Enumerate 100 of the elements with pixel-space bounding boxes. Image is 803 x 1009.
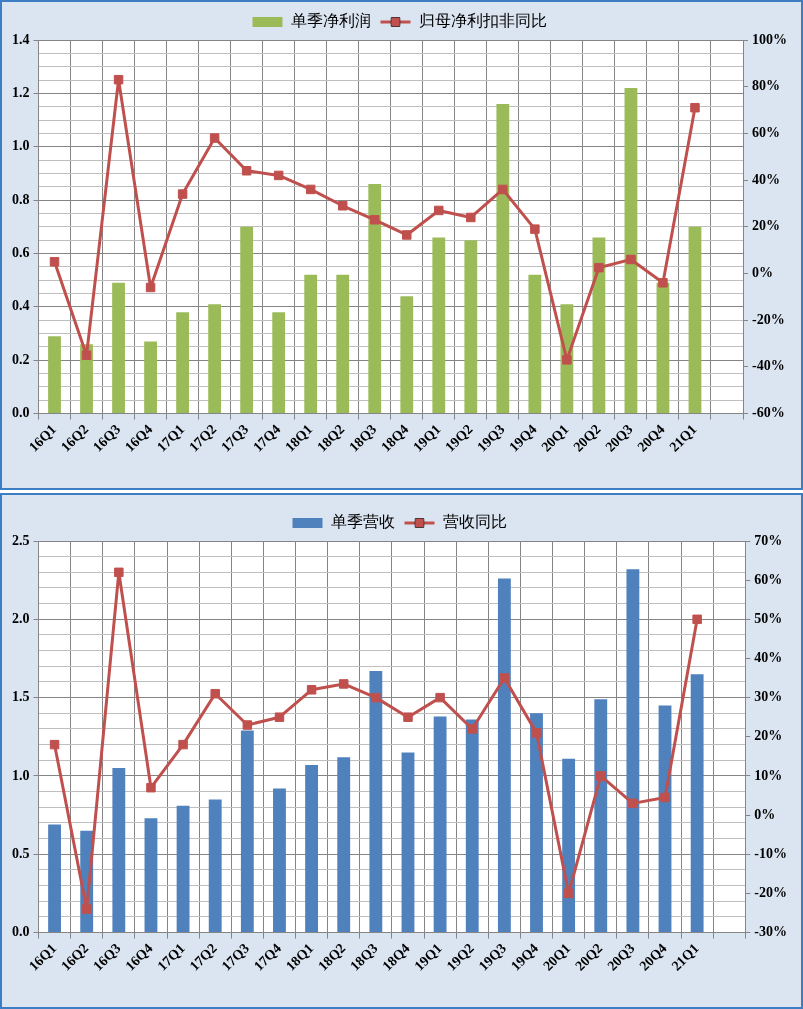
y-tick-label: 1.5 bbox=[12, 689, 30, 705]
y-tick-label: 0.4 bbox=[12, 298, 30, 314]
bar bbox=[337, 757, 351, 933]
point bbox=[531, 728, 542, 738]
bar bbox=[272, 312, 286, 414]
point bbox=[81, 904, 92, 914]
y2-tick-label: 60% bbox=[754, 571, 783, 587]
y2-tick-label: -40% bbox=[752, 358, 785, 374]
bar bbox=[530, 713, 543, 933]
y2-tick-label: 20% bbox=[754, 728, 783, 744]
y-tick-label: 0.2 bbox=[12, 351, 30, 367]
point bbox=[49, 739, 60, 750]
bar bbox=[176, 312, 190, 414]
bar bbox=[400, 296, 414, 414]
y2-tick-label: 80% bbox=[752, 78, 780, 94]
point bbox=[113, 74, 124, 85]
point bbox=[434, 205, 444, 216]
y2-tick-label: -20% bbox=[752, 311, 785, 327]
bar bbox=[432, 237, 446, 414]
y-tick-label: 0.0 bbox=[12, 924, 30, 940]
y-tick-label: 0.6 bbox=[12, 245, 30, 261]
bar bbox=[690, 674, 704, 933]
point bbox=[467, 724, 477, 734]
point bbox=[146, 782, 156, 793]
point bbox=[403, 712, 413, 722]
y2-tick-label: 0% bbox=[752, 265, 773, 281]
bar bbox=[208, 304, 222, 414]
point bbox=[596, 771, 606, 781]
point bbox=[306, 685, 317, 695]
y2-tick-label: 60% bbox=[752, 125, 780, 140]
point bbox=[466, 212, 476, 223]
bar bbox=[401, 752, 415, 933]
bar bbox=[496, 104, 510, 414]
bar bbox=[594, 699, 608, 933]
y2-tick-label: 30% bbox=[754, 689, 783, 705]
bar bbox=[592, 237, 606, 414]
bar bbox=[112, 768, 126, 933]
bar bbox=[464, 240, 478, 414]
point bbox=[498, 184, 508, 195]
y2-tick-label: 0% bbox=[754, 806, 776, 822]
y-tick-label: 1.4 bbox=[12, 31, 30, 47]
point bbox=[241, 166, 252, 176]
y2-tick-label: 20% bbox=[752, 218, 780, 234]
bar bbox=[48, 336, 61, 414]
bar bbox=[626, 569, 640, 933]
legend-label: 营收同比 bbox=[442, 512, 507, 532]
y2-tick-label: -30% bbox=[754, 924, 788, 940]
point bbox=[660, 792, 670, 803]
y2-tick-label: 50% bbox=[754, 610, 783, 626]
point bbox=[563, 888, 574, 899]
bar bbox=[656, 282, 670, 414]
bar bbox=[144, 818, 158, 933]
y2-tick-label: 10% bbox=[754, 767, 783, 783]
point bbox=[338, 679, 349, 689]
y-tick-label: 0.5 bbox=[12, 845, 30, 861]
y-tick-label: 1.0 bbox=[12, 138, 30, 154]
y-tick-label: 1.0 bbox=[12, 767, 30, 783]
bar bbox=[144, 341, 157, 414]
point bbox=[145, 282, 156, 293]
bar bbox=[369, 671, 383, 933]
point bbox=[692, 614, 702, 625]
bar bbox=[336, 274, 350, 414]
point bbox=[371, 692, 381, 703]
bar bbox=[112, 282, 125, 414]
bar bbox=[273, 788, 286, 933]
point bbox=[628, 798, 638, 809]
point bbox=[177, 189, 188, 199]
point bbox=[178, 739, 188, 750]
point bbox=[402, 230, 412, 240]
point bbox=[114, 567, 124, 578]
y2-tick-label: -20% bbox=[754, 885, 788, 901]
bar bbox=[368, 184, 382, 414]
point bbox=[305, 184, 316, 195]
bar bbox=[48, 824, 61, 933]
bar bbox=[433, 716, 447, 933]
bar bbox=[304, 274, 318, 414]
bar bbox=[176, 805, 190, 933]
point bbox=[594, 262, 604, 273]
point bbox=[530, 224, 540, 234]
bar bbox=[240, 730, 254, 933]
point bbox=[658, 278, 668, 288]
y2-tick-label: -10% bbox=[754, 845, 788, 861]
point bbox=[626, 254, 636, 265]
y2-tick-label: 40% bbox=[754, 650, 783, 666]
y-tick-label: 0.0 bbox=[12, 405, 30, 421]
bar bbox=[208, 799, 222, 933]
legend-label: 归母净利扣非同比 bbox=[418, 11, 547, 31]
point bbox=[690, 102, 700, 113]
y2-tick-label: 100% bbox=[752, 31, 787, 47]
point bbox=[274, 712, 285, 722]
legend-label: 单季净利润 bbox=[290, 11, 371, 31]
bar bbox=[497, 578, 511, 933]
point bbox=[273, 170, 284, 181]
y-tick-label: 1.2 bbox=[12, 84, 30, 100]
point bbox=[435, 692, 445, 703]
bar bbox=[658, 705, 672, 933]
legend-label: 单季营收 bbox=[330, 512, 395, 532]
point bbox=[337, 201, 348, 211]
point bbox=[499, 673, 510, 683]
point bbox=[370, 215, 380, 225]
